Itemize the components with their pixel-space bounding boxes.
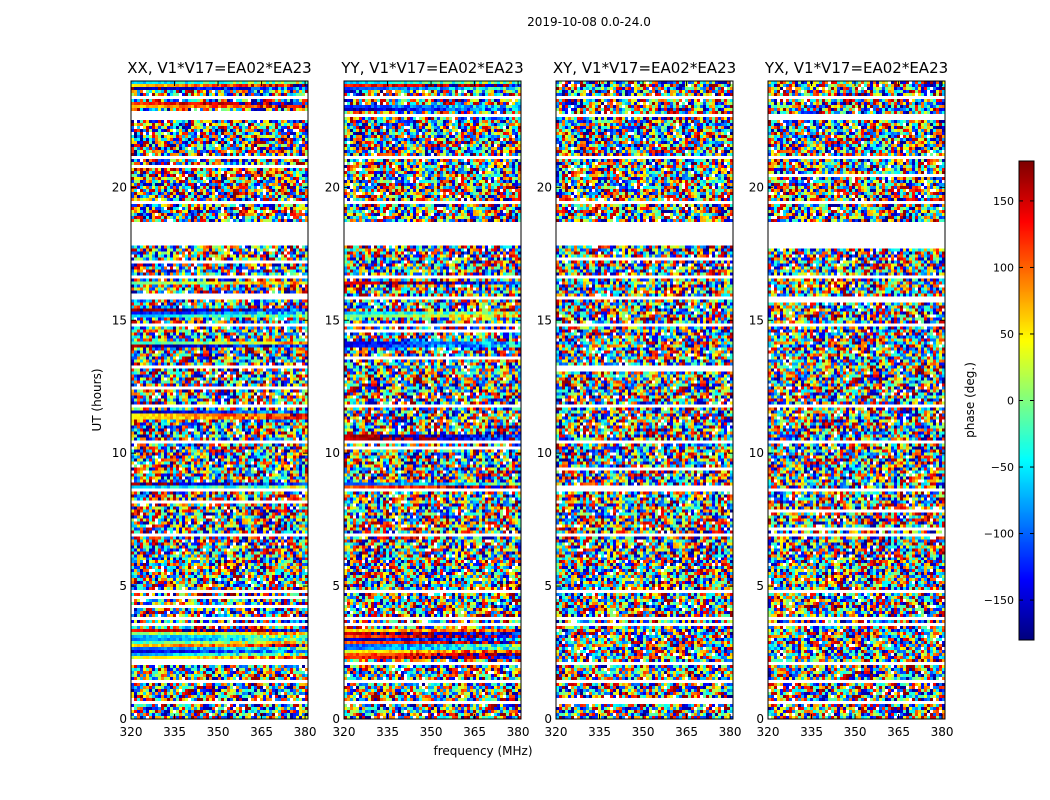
y-tick-label: 5	[756, 579, 764, 593]
colorbar-tick-label: 50	[1000, 328, 1014, 341]
panel-title: XY, V1*V17=EA02*EA23	[553, 59, 736, 77]
y-tick-label: 15	[749, 313, 764, 327]
y-tick-label: 0	[756, 712, 764, 726]
panel-yx: YX, V1*V17=EA02*EA23 320 335 350 365 380 0 5 10 1…	[749, 59, 954, 739]
x-tick-label: 350	[420, 725, 443, 739]
x-tick-label: 335	[588, 725, 611, 739]
colorbar-label: phase (deg.)	[963, 362, 977, 438]
y-tick-label: 10	[325, 446, 340, 460]
y-tick-label: 10	[112, 446, 127, 460]
panel-frame	[130, 80, 309, 720]
y-tick-label: 5	[332, 579, 340, 593]
y-tick-label: 15	[537, 313, 552, 327]
panel-title: YX, V1*V17=EA02*EA23	[764, 59, 948, 77]
colorbar-tick-label: 100	[993, 261, 1014, 274]
y-tick-label: 20	[749, 180, 764, 194]
x-axis-label: frequency (MHz)	[433, 744, 532, 758]
y-tick-label: 5	[119, 579, 127, 593]
x-tick-label: 335	[800, 725, 823, 739]
panel-frame	[767, 80, 946, 720]
y-tick-label: 0	[544, 712, 552, 726]
y-tick-label: 10	[537, 446, 552, 460]
y-tick-label: 20	[325, 180, 340, 194]
y-tick-label: 5	[544, 579, 552, 593]
x-tick-label: 365	[887, 725, 910, 739]
x-tick-label: 335	[376, 725, 399, 739]
panel-title: XX, V1*V17=EA02*EA23	[127, 59, 311, 77]
colorbar-tick-label: −150	[984, 594, 1014, 607]
x-tick-label: 380	[719, 725, 742, 739]
colorbar-tick-label: 0	[1007, 395, 1014, 408]
heatmap-image	[768, 81, 945, 719]
heatmap-image	[131, 81, 308, 719]
y-tick-label: 20	[537, 180, 552, 194]
heatmap-image	[556, 81, 733, 719]
y-axis-label: UT (hours)	[90, 368, 104, 431]
heatmap-image	[344, 81, 521, 719]
x-tick-label: 350	[844, 725, 867, 739]
x-tick-label: 320	[120, 725, 143, 739]
colorbar: −150 −100 −50 0 50 100 150	[984, 160, 1035, 641]
colorbar-tick-label: −100	[984, 528, 1014, 541]
colorbar-gradient	[1019, 161, 1034, 640]
panels-group: XX, V1*V17=EA02*EA23 320 335 350 365 380 0 5 10 1…	[112, 59, 954, 739]
y-tick-label: 10	[749, 446, 764, 460]
x-tick-label: 320	[545, 725, 568, 739]
x-tick-label: 350	[632, 725, 655, 739]
x-tick-label: 320	[757, 725, 780, 739]
panel-yy: YY, V1*V17=EA02*EA23 320 335 350 365 380 0 5 10 1…	[325, 59, 530, 739]
x-tick-label: 350	[207, 725, 230, 739]
x-tick-label: 380	[507, 725, 530, 739]
y-tick-label: 0	[332, 712, 340, 726]
x-tick-label: 335	[163, 725, 186, 739]
panel-frame	[555, 80, 734, 720]
x-tick-label: 380	[931, 725, 954, 739]
y-tick-label: 15	[325, 313, 340, 327]
panel-title: YY, V1*V17=EA02*EA23	[340, 59, 523, 77]
figure-title: 2019-10-08 0.0-24.0	[527, 15, 651, 29]
x-tick-label: 365	[250, 725, 273, 739]
colorbar-tick-label: 150	[993, 195, 1014, 208]
y-tick-label: 20	[112, 180, 127, 194]
x-tick-label: 320	[333, 725, 356, 739]
panel-xy: XY, V1*V17=EA02*EA23 320 335 350 365 380 0 5 10 1…	[537, 59, 742, 739]
panel-frame	[343, 80, 522, 720]
x-tick-label: 365	[463, 725, 486, 739]
y-tick-label: 0	[119, 712, 127, 726]
y-tick-label: 15	[112, 313, 127, 327]
x-tick-label: 380	[294, 725, 317, 739]
x-tick-label: 365	[675, 725, 698, 739]
colorbar-tick-label: −50	[991, 461, 1014, 474]
panel-xx: XX, V1*V17=EA02*EA23 320 335 350 365 380 0 5 10 1…	[112, 59, 317, 739]
